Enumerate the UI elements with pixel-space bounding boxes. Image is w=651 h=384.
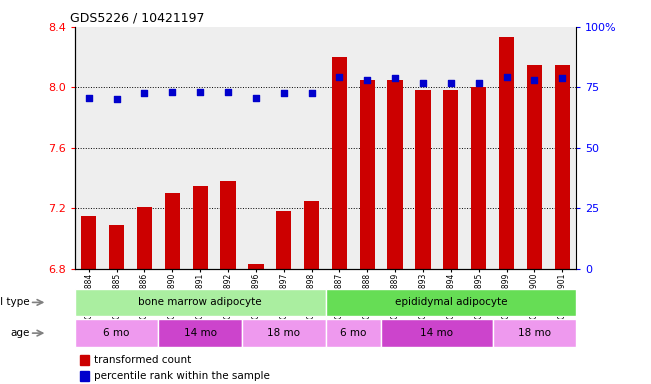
Point [195, 89, 206, 95]
Text: GDS5226 / 10421197: GDS5226 / 10421197 [70, 11, 204, 24]
Bar [276, 211, 292, 269]
Point [251, 95, 261, 101]
Bar [193, 185, 208, 269]
Bar [80, 371, 89, 381]
Point [334, 74, 344, 80]
Bar [471, 88, 486, 269]
Point [279, 90, 289, 96]
Text: 18 mo: 18 mo [518, 328, 551, 338]
Bar [304, 201, 319, 269]
Bar [137, 207, 152, 269]
Text: 6 mo: 6 mo [104, 328, 130, 338]
Bar [165, 193, 180, 269]
Bar [221, 181, 236, 269]
Point [139, 90, 150, 96]
Text: 6 mo: 6 mo [340, 328, 367, 338]
Point [501, 74, 512, 80]
Bar [242, 319, 326, 347]
Bar [493, 319, 576, 347]
Text: 14 mo: 14 mo [184, 328, 217, 338]
Bar [332, 57, 347, 269]
Point [529, 77, 540, 83]
Point [557, 75, 568, 81]
Bar [381, 319, 493, 347]
Point [362, 77, 372, 83]
Bar [359, 80, 375, 269]
Bar [499, 38, 514, 269]
Text: bone marrow adipocyte: bone marrow adipocyte [139, 297, 262, 308]
Point [418, 80, 428, 86]
Point [111, 96, 122, 103]
Bar [415, 90, 430, 269]
Point [307, 90, 317, 96]
Bar [109, 225, 124, 269]
Point [390, 75, 400, 81]
Text: transformed count: transformed count [94, 355, 191, 365]
Point [445, 80, 456, 86]
Text: epididymal adipocyte: epididymal adipocyte [395, 297, 507, 308]
Text: age: age [10, 328, 30, 338]
Point [223, 89, 233, 95]
Bar [81, 216, 96, 269]
Point [473, 80, 484, 86]
Bar [75, 319, 158, 347]
Text: cell type: cell type [0, 297, 30, 308]
Bar [248, 264, 264, 269]
Point [83, 95, 94, 101]
Text: 14 mo: 14 mo [421, 328, 453, 338]
Bar [80, 355, 89, 365]
Bar [326, 289, 576, 316]
Bar [555, 65, 570, 269]
Bar [527, 65, 542, 269]
Bar [387, 80, 403, 269]
Text: percentile rank within the sample: percentile rank within the sample [94, 371, 270, 381]
Bar [326, 319, 381, 347]
Bar [443, 90, 458, 269]
Bar [158, 319, 242, 347]
Text: 18 mo: 18 mo [267, 328, 300, 338]
Bar [75, 289, 326, 316]
Point [167, 89, 178, 95]
